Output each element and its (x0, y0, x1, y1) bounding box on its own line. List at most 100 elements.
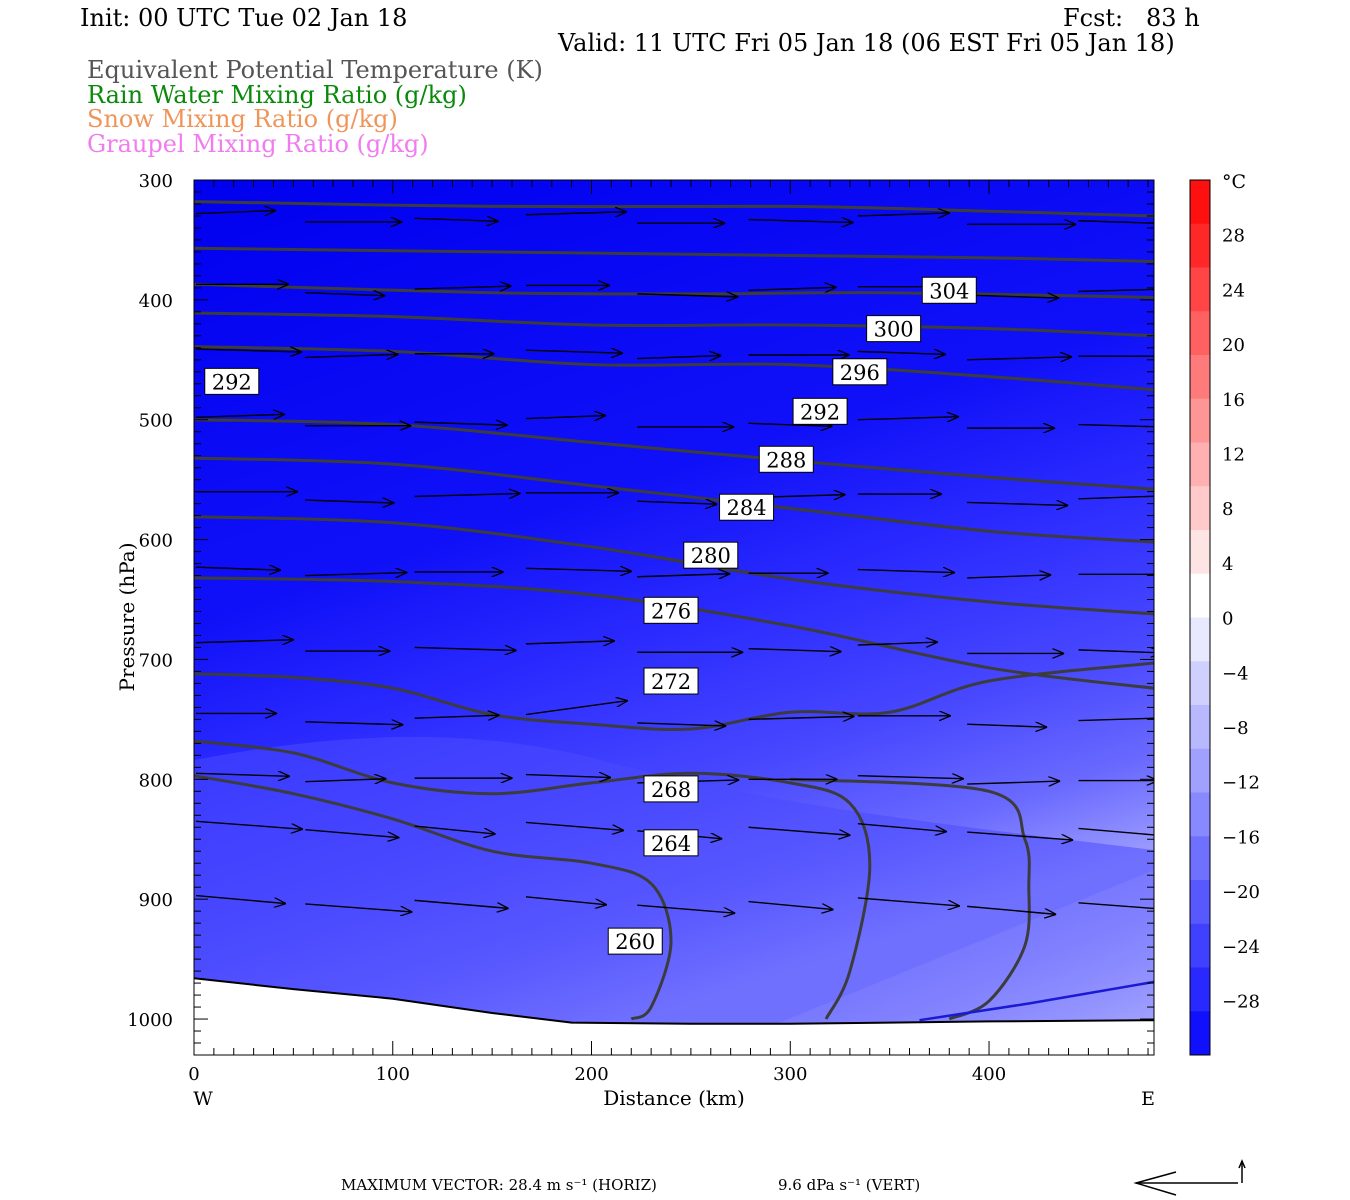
theta-e-contour (194, 515, 1154, 616)
wind-vector (525, 896, 607, 905)
wind-vector (1078, 495, 1154, 500)
wind-vector (748, 826, 851, 835)
colorbar-swatch (1190, 311, 1210, 356)
contour-label: 260 (607, 927, 663, 955)
wind-vector (1078, 423, 1154, 428)
colorbar-label: 20 (1222, 335, 1245, 356)
theta-e-contour (194, 661, 1154, 731)
contour-label: 292 (792, 397, 848, 425)
wind-vector (305, 903, 412, 912)
x-left-label: W (193, 1088, 213, 1110)
wind-vector (305, 293, 385, 296)
colorbar-label: 12 (1222, 445, 1245, 466)
forecast-hour: Fcst: 83 h (1063, 4, 1200, 32)
wind-vector (748, 220, 854, 223)
wind-vector (857, 417, 959, 420)
wind-vector (967, 502, 1068, 505)
wind-vector (414, 493, 521, 496)
colorbar-swatch (1190, 661, 1210, 706)
colorbar-label: −20 (1222, 882, 1260, 903)
svg-text:292: 292 (212, 370, 252, 394)
theta-e-contour (194, 456, 1154, 544)
colorbar-swatch (1190, 442, 1210, 487)
wind-vector (195, 414, 285, 417)
colorbar-swatch (1190, 967, 1210, 1012)
wind-vector (305, 354, 398, 357)
wind-vector (195, 894, 286, 904)
wind-vector (414, 286, 512, 289)
contour-label: 268 (643, 775, 699, 803)
colorbar-swatch (1190, 573, 1210, 618)
theta-e-contour (194, 739, 872, 1020)
x-right-label: E (1141, 1088, 1155, 1110)
theta-e-contour (194, 246, 1154, 263)
wind-vector (748, 900, 834, 910)
y-tick-label: 600 (139, 531, 173, 552)
wind-vector (1078, 902, 1154, 910)
wind-vector (967, 724, 1047, 727)
y-tick-label: 1000 (127, 1010, 173, 1031)
wind-vector (748, 287, 837, 290)
vert-vector-label: 9.6 dPa s⁻¹ (VERT) (778, 1176, 921, 1194)
svg-text:260: 260 (615, 930, 655, 954)
wind-vector (195, 773, 290, 776)
valid-time: Valid: 11 UTC Fri 05 Jan 18 (06 EST Fri … (558, 29, 1175, 57)
wind-vector (857, 897, 960, 906)
svg-text:268: 268 (651, 778, 691, 802)
max-vector-label: MAXIMUM VECTOR: 28.4 m s⁻¹ (HORIZ) (341, 1176, 657, 1194)
wind-vector (195, 349, 302, 352)
wind-vector (195, 211, 276, 214)
colorbar-swatch (1190, 880, 1210, 925)
colorbar-label: −12 (1222, 773, 1260, 794)
wind-vector (195, 567, 281, 570)
legend-theta-e: Equivalent Potential Temperature (K) (87, 56, 543, 84)
wind-vector (305, 500, 394, 503)
colorbar-swatch (1190, 180, 1210, 225)
wind-vector (637, 501, 717, 504)
contour-label: 264 (643, 829, 699, 857)
y-tick-label: 900 (139, 890, 173, 911)
colorbar-swatch (1190, 486, 1210, 531)
wind-vector (967, 831, 1073, 840)
colorbar-swatch (1190, 530, 1210, 575)
colorbar-swatch (1190, 748, 1210, 793)
legend-graupel: Graupel Mixing Ratio (g/kg) (87, 130, 429, 158)
x-tick-label: 0 (188, 1064, 199, 1085)
svg-text:284: 284 (726, 496, 766, 520)
wind-vector (1078, 288, 1154, 293)
wind-vector (637, 294, 738, 297)
x-tick-label: 200 (574, 1064, 608, 1085)
wind-vector (305, 722, 403, 725)
wind-vector (1078, 650, 1154, 653)
init-time: Init: 00 UTC Tue 02 Jan 18 (80, 4, 408, 32)
wind-vector (414, 647, 517, 650)
contour-label: 276 (643, 596, 699, 624)
terrain (194, 978, 1154, 1055)
colorbar-swatch (1190, 792, 1210, 837)
svg-text:292: 292 (800, 400, 840, 424)
wind-vector (637, 356, 721, 359)
colorbar-swatch (1190, 398, 1210, 443)
lower-warm-shading (700, 870, 1154, 1055)
contour-label: 296 (832, 358, 888, 386)
wind-vector (857, 822, 947, 832)
wind-vector (305, 573, 407, 576)
y-tick-label: 500 (139, 411, 173, 432)
wind-vector (1078, 717, 1154, 722)
svg-text:264: 264 (651, 832, 691, 856)
contour-label: 280 (683, 541, 739, 569)
colorbar-swatch (1190, 267, 1210, 312)
wind-vector (525, 641, 615, 644)
wind-vector (967, 905, 1056, 914)
colorbar-swatch (1190, 355, 1210, 400)
colorbar-swatch (1190, 617, 1210, 662)
colorbar-label: 8 (1222, 499, 1233, 520)
colorbar-label: 16 (1222, 390, 1245, 411)
colorbar-label: −16 (1222, 827, 1260, 848)
y-tick-label: 300 (139, 171, 173, 192)
colorbar-label: 28 (1222, 226, 1245, 247)
reference-arrows (1133, 1159, 1246, 1196)
wind-vector (525, 821, 624, 830)
colorbar-label: −4 (1222, 663, 1249, 684)
colorbar-swatch (1190, 836, 1210, 881)
